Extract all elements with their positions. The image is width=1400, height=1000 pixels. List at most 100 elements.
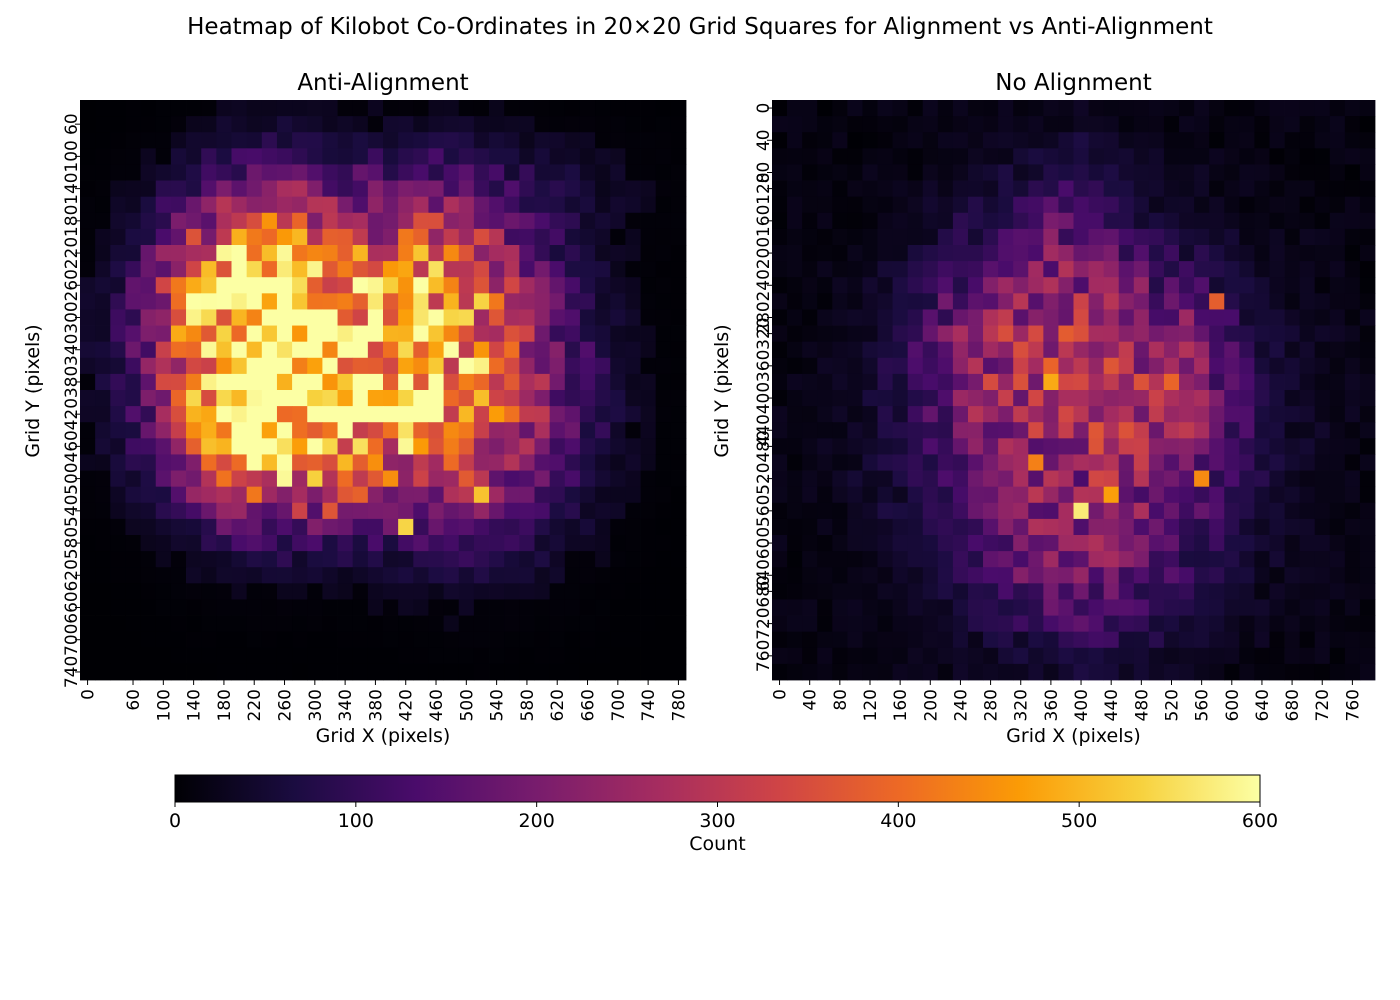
heatmap-cells [772,100,1376,681]
heatmap-cell [1254,293,1270,310]
heatmap-cell [670,502,687,520]
heatmap-cell [610,454,626,471]
heatmap-cell [832,518,848,536]
heatmap-cell [1118,583,1135,600]
heatmap-cell [1118,341,1135,359]
heatmap-cell [246,567,263,584]
heatmap-cell [352,357,369,375]
heatmap-cell [625,357,641,375]
x-tick-label: 420 [397,689,417,721]
heatmap-cell [307,180,323,198]
heatmap-cell [216,486,232,504]
heatmap-cell [292,261,308,278]
heatmap-cell [337,277,354,294]
heatmap-cell [1254,663,1270,681]
heatmap-cell [322,390,338,407]
heatmap-cell [1028,196,1044,214]
colorbar: 0 100 200 300 400 500 600 [169,774,1278,832]
heatmap-cell [413,293,429,310]
x-tick-label: 520 [1162,689,1182,721]
heatmap-cell [1163,486,1180,504]
heatmap-cell [140,438,157,455]
heatmap-cell [625,615,641,633]
heatmap-cell [1148,180,1165,198]
heatmap-cell [504,228,520,246]
heatmap-cell [549,164,566,181]
heatmap-cell [610,100,626,117]
heatmap-cell [787,663,803,681]
heatmap-cell [231,116,248,133]
heatmap-cell [367,293,384,310]
heatmap-cell [519,615,535,633]
heatmap-cell [367,438,384,455]
heatmap-cell [322,454,338,471]
heatmap-cell [1133,180,1150,198]
heatmap-cell [1224,390,1240,407]
heatmap-cell [832,341,848,359]
heatmap-cell [80,486,96,504]
heatmap-cell [534,100,551,117]
heatmap-cell [1194,663,1210,681]
heatmap-cell [231,132,248,149]
heatmap-cell [140,551,157,568]
heatmap-cell [231,212,248,230]
heatmap-cell [1329,277,1346,294]
heatmap-cell [1179,486,1195,504]
heatmap-cell [125,100,141,117]
heatmap-cell [1028,277,1044,294]
heatmap-cell [473,357,490,375]
heatmap-cell [443,406,460,423]
heatmap-cell [367,486,384,504]
heatmap-cell [952,615,969,633]
heatmap-cell [1299,390,1316,407]
heatmap-cell [1118,647,1135,665]
heatmap-cell [201,438,217,455]
heatmap-cell [1224,341,1240,359]
heatmap-cell [489,486,505,504]
heatmap-cell [413,390,429,407]
heatmap-cell [443,518,460,536]
heatmap-cell [413,148,429,165]
heatmap-cell [1148,132,1165,149]
heatmap-cell [125,390,141,407]
heatmap-cell [458,535,475,552]
heatmap-cell [983,245,999,262]
heatmap-cell [246,100,263,117]
heatmap-cell [610,631,626,649]
heatmap-cell [276,325,293,343]
heatmap-cell [322,148,338,165]
heatmap-cell [772,422,788,439]
heatmap-cell [504,615,520,633]
heatmap-cell [1073,132,1089,149]
heatmap-cell [1133,486,1150,504]
heatmap-cell [1043,373,1059,391]
heatmap-cell [443,180,460,198]
heatmap-cell [802,373,818,391]
heatmap-cell [655,663,672,681]
heatmap-cell [352,551,369,568]
heatmap-cell [877,518,893,536]
heatmap-cell [352,438,369,455]
heatmap-cell [383,615,399,633]
heatmap-cell [1179,116,1195,133]
heatmap-cell [892,599,909,616]
heatmap-cell [772,164,788,181]
heatmap-cell [110,615,126,633]
heatmap-cell [670,567,687,584]
heatmap-cell [967,116,984,133]
heatmap-cell [186,228,202,246]
heatmap-cell [1148,390,1165,407]
heatmap-cell [155,132,172,149]
heatmap-cell [802,518,818,536]
heatmap-cell [534,261,551,278]
heatmap-cell [352,277,369,294]
heatmap-cell [1088,309,1105,326]
heatmap-cell [519,518,535,536]
heatmap-cell [595,164,611,181]
heatmap-cell [610,551,626,568]
heatmap-cell [595,663,611,681]
heatmap-cell [489,502,505,520]
heatmap-cell [534,599,551,616]
heatmap-cell [1088,261,1105,278]
heatmap-cell [352,615,369,633]
